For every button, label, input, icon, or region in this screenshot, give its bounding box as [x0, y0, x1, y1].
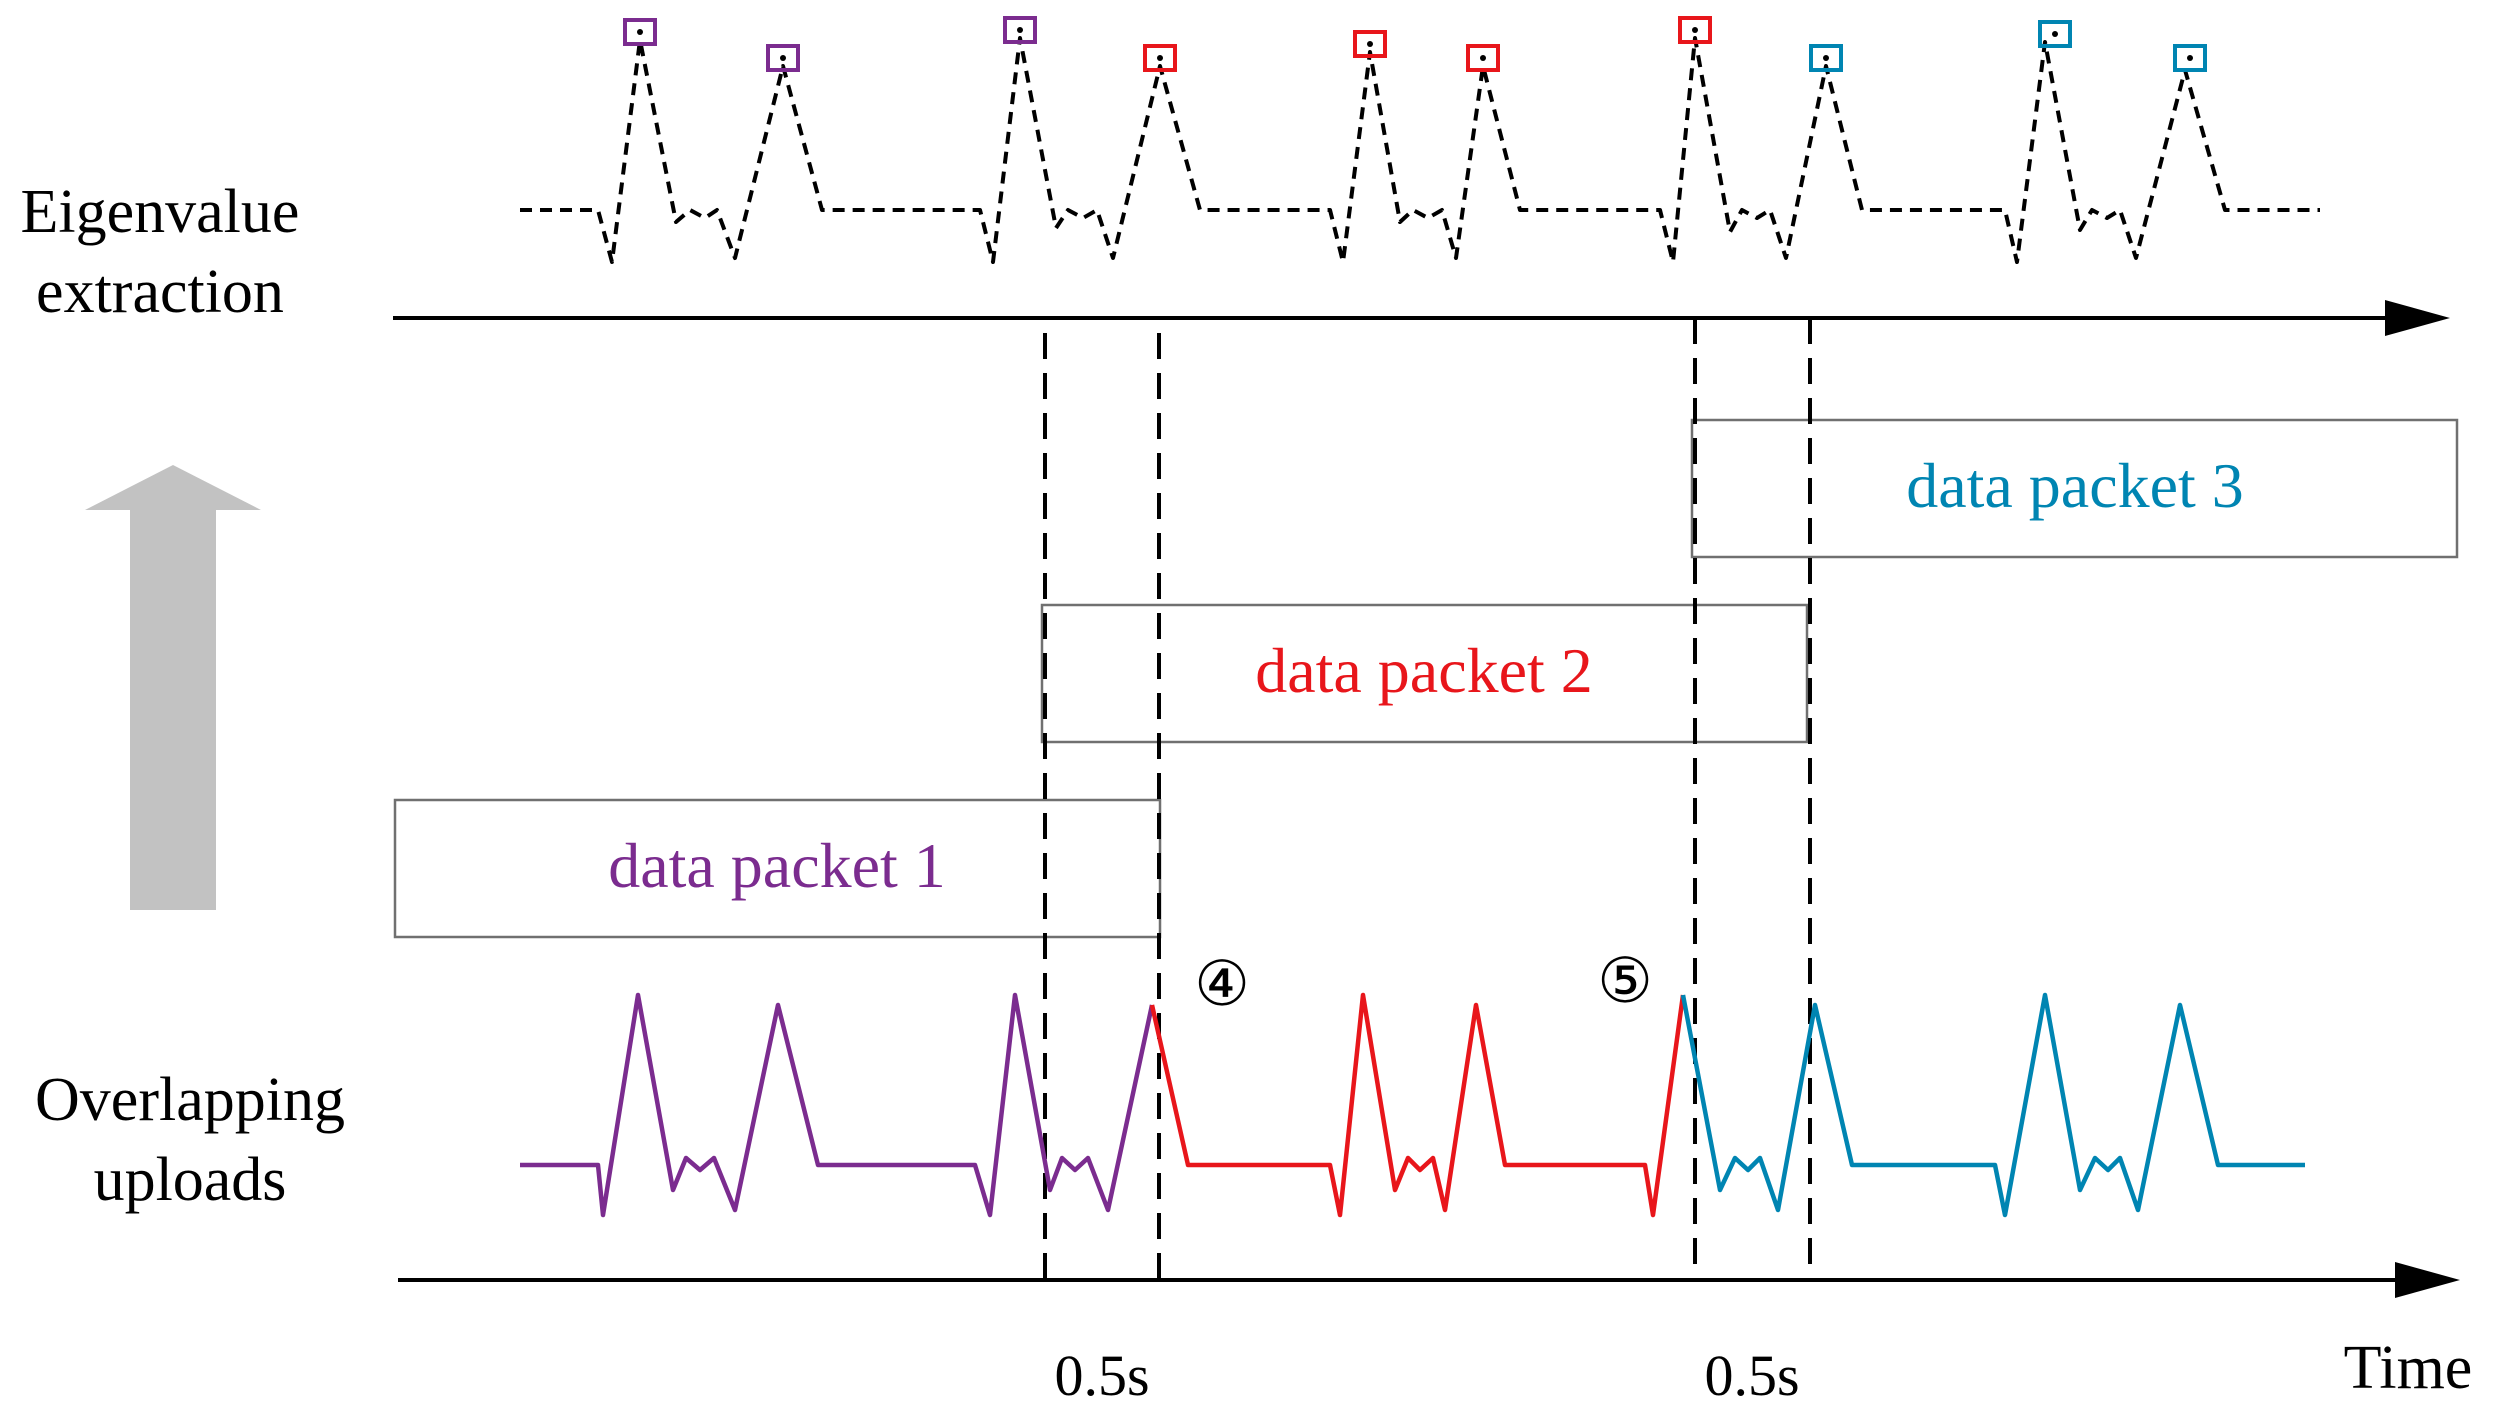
packet-2-waveform	[1149, 992, 1686, 1218]
square-marker-icon	[1353, 30, 1387, 58]
eigenvalue-label-line1: Eigenvalue	[21, 178, 300, 246]
square-marker-icon	[1809, 44, 1843, 72]
interval-label-2: 0.5s	[1704, 1343, 1799, 1408]
peak-dot-icon	[1480, 55, 1486, 61]
packet-box-3	[1690, 418, 2459, 559]
peak-dot-icon	[780, 55, 786, 61]
overlapping-label-line2: uploads	[94, 1146, 287, 1214]
square-marker-icon	[1466, 44, 1500, 72]
overlapping-label-line1: Overlapping	[35, 1066, 345, 1134]
square-marker-icon	[2038, 20, 2072, 48]
square-marker-icon	[766, 44, 800, 72]
peak-dot-icon	[637, 29, 643, 35]
packet-box-2	[1040, 603, 1809, 744]
square-marker-icon	[1003, 16, 1037, 44]
packet-label-3: data packet 3	[1906, 450, 2244, 521]
interval-label-1: 0.5s	[1054, 1343, 1149, 1408]
packet-3-waveform	[1680, 992, 2305, 1218]
peak-markers	[623, 16, 2207, 72]
up-arrow-icon	[85, 465, 261, 910]
eigenvalue-label-line2: extraction	[36, 258, 284, 326]
top-axis-arrowhead-icon	[2385, 300, 2450, 336]
overlap-marker-4: ④	[1194, 947, 1250, 1020]
bottom-axis-arrowhead-icon	[2395, 1262, 2460, 1298]
peak-dot-icon	[2187, 55, 2193, 61]
time-axis-label: Time	[2344, 1334, 2473, 1402]
peak-dot-icon	[1692, 27, 1698, 33]
peak-dot-icon	[2052, 31, 2058, 37]
square-marker-icon	[1678, 16, 1712, 44]
square-marker-icon	[2173, 44, 2207, 72]
square-marker-icon	[1143, 44, 1177, 72]
peak-dot-icon	[1157, 55, 1163, 61]
peak-dot-icon	[1823, 55, 1829, 61]
eigenvalue-waveform	[520, 36, 2320, 264]
packet-label-1: data packet 1	[608, 830, 946, 901]
packet-1-waveform	[520, 992, 1155, 1218]
peak-dot-icon	[1367, 41, 1373, 47]
overlap-marker-5: ⑤	[1597, 944, 1653, 1017]
square-marker-icon	[623, 18, 657, 46]
packet-label-2: data packet 2	[1255, 635, 1593, 706]
peak-dot-icon	[1017, 27, 1023, 33]
